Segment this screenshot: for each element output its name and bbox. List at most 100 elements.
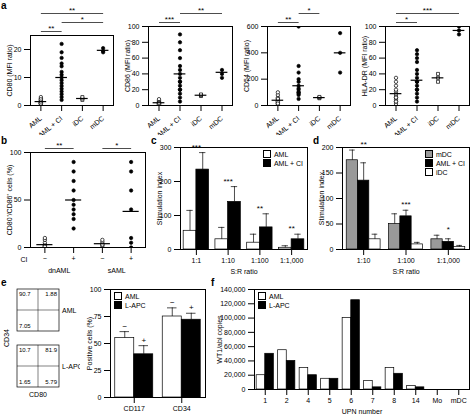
svg-text:***: *** bbox=[423, 6, 432, 15]
svg-text:WT1/abl copies: WT1/abl copies bbox=[216, 315, 224, 364]
svg-text:40: 40 bbox=[369, 70, 377, 77]
svg-text:mDC: mDC bbox=[444, 115, 461, 131]
svg-text:81.9: 81.9 bbox=[45, 347, 57, 353]
svg-text:50: 50 bbox=[94, 340, 102, 347]
svg-text:−: − bbox=[43, 255, 47, 262]
svg-text:600: 600 bbox=[247, 23, 259, 30]
svg-text:iDC: iDC bbox=[308, 115, 321, 128]
svg-text:L-APC: L-APC bbox=[62, 363, 80, 370]
svg-text:+: + bbox=[189, 303, 194, 312]
svg-text:5: 5 bbox=[328, 397, 332, 404]
svg-text:1.65: 1.65 bbox=[19, 379, 31, 385]
svg-text:CI: CI bbox=[21, 256, 28, 263]
svg-text:0: 0 bbox=[18, 102, 22, 109]
svg-text:**: ** bbox=[257, 204, 263, 213]
svg-text:Stimulation index: Stimulation index bbox=[156, 171, 163, 225]
svg-text:CD34: CD34 bbox=[173, 405, 191, 412]
svg-text:0: 0 bbox=[255, 102, 259, 109]
svg-text:6: 6 bbox=[349, 397, 353, 404]
svg-text:***: *** bbox=[401, 200, 410, 209]
svg-text:UPN number: UPN number bbox=[342, 408, 383, 415]
svg-text:7: 7 bbox=[371, 397, 375, 404]
svg-text:0: 0 bbox=[373, 102, 377, 109]
svg-text:0: 0 bbox=[168, 246, 172, 253]
svg-text:mDC: mDC bbox=[451, 397, 467, 404]
svg-text:0: 0 bbox=[18, 244, 22, 251]
svg-text:120,000: 120,000 bbox=[220, 300, 245, 307]
svg-text:140,000: 140,000 bbox=[220, 286, 245, 293]
svg-text:Mo: Mo bbox=[432, 397, 442, 404]
svg-text:1:100: 1:100 bbox=[251, 257, 269, 264]
svg-text:100: 100 bbox=[90, 286, 102, 293]
svg-text:7.05: 7.05 bbox=[19, 323, 31, 329]
svg-text:AML: AML bbox=[264, 115, 280, 130]
svg-text:+: + bbox=[72, 255, 76, 262]
svg-text:80,000: 80,000 bbox=[224, 329, 246, 336]
svg-text:mDC: mDC bbox=[88, 115, 105, 131]
svg-text:0: 0 bbox=[98, 394, 102, 401]
svg-text:**: ** bbox=[285, 15, 291, 24]
svg-text:**: ** bbox=[198, 6, 204, 15]
svg-text:8: 8 bbox=[392, 397, 396, 404]
svg-text:100: 100 bbox=[128, 23, 140, 30]
svg-text:−: − bbox=[122, 322, 127, 331]
svg-text:AML: AML bbox=[146, 115, 162, 130]
svg-text:1:10: 1:10 bbox=[221, 257, 235, 264]
svg-text:CD80⁺/CD86⁺ cells (%): CD80⁺/CD86⁺ cells (%) bbox=[6, 165, 14, 236]
svg-text:AML: AML bbox=[62, 307, 77, 314]
svg-text:14: 14 bbox=[412, 397, 420, 404]
svg-text:+: + bbox=[129, 255, 133, 262]
svg-text:dnAML: dnAML bbox=[48, 267, 70, 274]
svg-text:***: *** bbox=[192, 143, 201, 152]
svg-text:25: 25 bbox=[94, 367, 102, 374]
svg-text:mDC: mDC bbox=[325, 115, 342, 131]
svg-text:75: 75 bbox=[94, 313, 102, 320]
svg-text:60,000: 60,000 bbox=[224, 343, 246, 350]
svg-text:HLA-DR (MFI ratio): HLA-DR (MFI ratio) bbox=[361, 36, 369, 96]
svg-text:4: 4 bbox=[306, 397, 310, 404]
svg-text:10: 10 bbox=[14, 74, 22, 81]
svg-text:100: 100 bbox=[10, 149, 22, 156]
svg-text:**: ** bbox=[361, 140, 367, 149]
svg-text:20: 20 bbox=[132, 86, 140, 93]
svg-text:CD86 (MFI ratio): CD86 (MFI ratio) bbox=[124, 40, 132, 92]
svg-text:0: 0 bbox=[136, 102, 140, 109]
svg-text:*: * bbox=[307, 6, 310, 15]
svg-text:AML: AML bbox=[383, 115, 399, 130]
svg-text:60: 60 bbox=[369, 54, 377, 61]
svg-text:50: 50 bbox=[14, 196, 22, 203]
svg-text:CD80: CD80 bbox=[29, 391, 47, 398]
svg-text:**: ** bbox=[48, 24, 54, 33]
svg-text:1: 1 bbox=[263, 397, 267, 404]
svg-text:60: 60 bbox=[132, 54, 140, 61]
svg-text:**: ** bbox=[56, 141, 62, 150]
svg-text:***: *** bbox=[165, 15, 174, 24]
svg-text:iDC: iDC bbox=[190, 115, 203, 128]
svg-text:**: ** bbox=[69, 6, 75, 15]
svg-text:1:10: 1:10 bbox=[357, 257, 371, 264]
svg-text:20: 20 bbox=[14, 46, 22, 53]
svg-text:2: 2 bbox=[285, 397, 289, 404]
svg-text:**: ** bbox=[289, 224, 295, 233]
svg-text:1.88: 1.88 bbox=[45, 291, 57, 297]
svg-text:*: * bbox=[447, 225, 450, 234]
svg-text:20: 20 bbox=[369, 86, 377, 93]
svg-text:5.79: 5.79 bbox=[45, 379, 57, 385]
svg-text:1:1,000: 1:1,000 bbox=[437, 257, 460, 264]
svg-text:*: * bbox=[81, 15, 84, 24]
svg-text:1:1,000: 1:1,000 bbox=[280, 257, 303, 264]
svg-text:+: + bbox=[141, 336, 146, 345]
svg-text:AML: AML bbox=[27, 115, 43, 130]
svg-text:−: − bbox=[170, 298, 175, 307]
svg-text:10.7: 10.7 bbox=[19, 347, 31, 353]
svg-text:CD34: CD34 bbox=[3, 329, 10, 347]
svg-text:1:100: 1:100 bbox=[397, 257, 415, 264]
svg-text:iDC: iDC bbox=[427, 115, 440, 128]
svg-text:S:R ratio: S:R ratio bbox=[392, 268, 419, 275]
svg-text:20,000: 20,000 bbox=[224, 371, 246, 378]
svg-text:mDC: mDC bbox=[207, 115, 224, 131]
svg-text:CD80 (MFI ratio): CD80 (MFI ratio) bbox=[6, 44, 14, 96]
svg-text:200: 200 bbox=[322, 144, 334, 151]
svg-text:*: * bbox=[115, 141, 118, 150]
svg-text:Positive cells (%): Positive cells (%) bbox=[86, 317, 94, 370]
